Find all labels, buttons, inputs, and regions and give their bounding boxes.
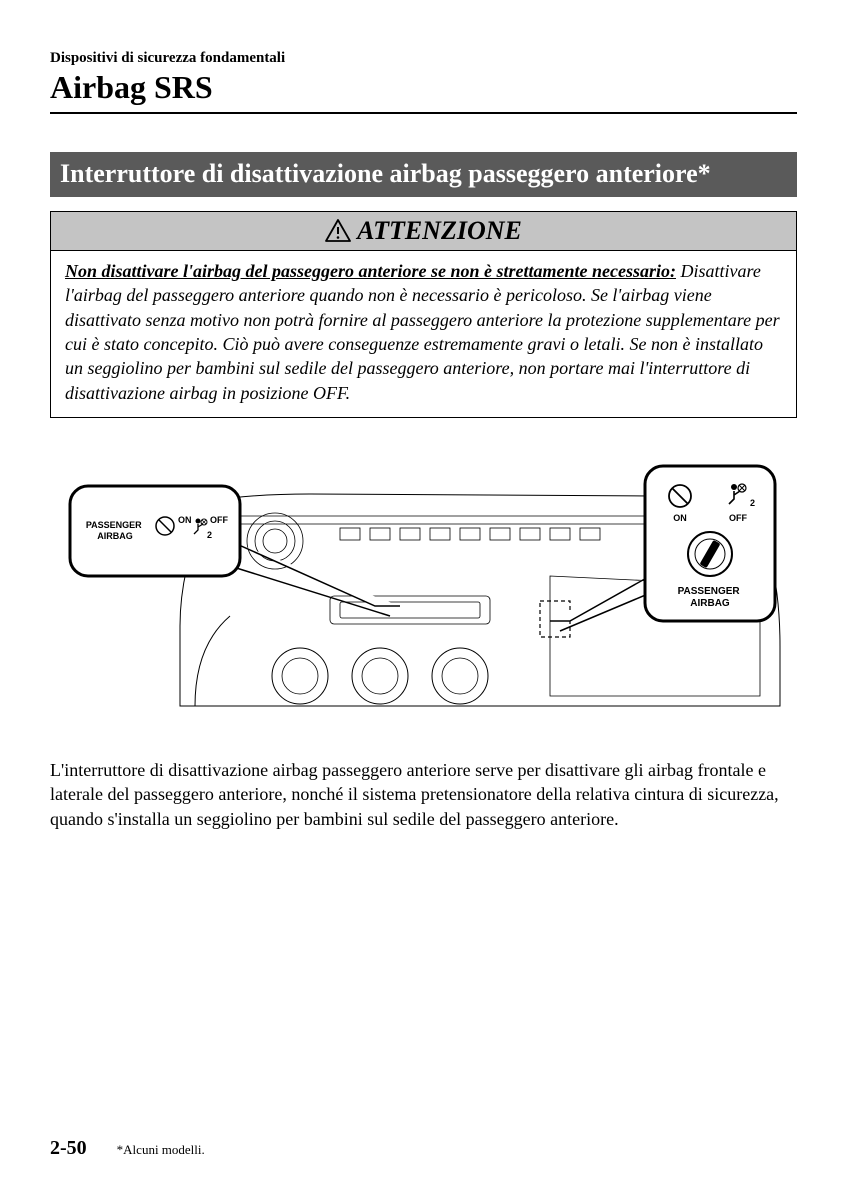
right-on-label: ON bbox=[673, 513, 687, 523]
warning-box: ATTENZIONE Non disattivare l'airbag del … bbox=[50, 211, 797, 418]
warning-triangle-icon bbox=[325, 219, 351, 243]
page-header: Dispositivi di sicurezza fondamentali Ai… bbox=[50, 50, 797, 114]
warning-lead: Non disattivare l'airbag del passeggero … bbox=[65, 261, 676, 281]
left-off-label: OFF bbox=[210, 515, 228, 525]
section-heading-text: Interruttore di disattivazione airbag pa… bbox=[60, 159, 698, 188]
left-off-num: 2 bbox=[207, 530, 212, 540]
dashboard-diagram: PASSENGER AIRBAG ON OFF 2 ON bbox=[50, 446, 797, 746]
page-title: Airbag SRS bbox=[50, 69, 797, 114]
left-on-label: ON bbox=[178, 515, 192, 525]
page-number: 2-50 bbox=[50, 1137, 87, 1160]
right-off-label: OFF bbox=[729, 513, 747, 523]
right-off-num: 2 bbox=[750, 498, 755, 508]
warning-header: ATTENZIONE bbox=[51, 212, 796, 251]
right-callout-label-2: AIRBAG bbox=[690, 598, 730, 609]
section-asterisk: * bbox=[698, 159, 711, 188]
left-callout-label-1: PASSENGER bbox=[86, 520, 142, 530]
section-heading: Interruttore di disattivazione airbag pa… bbox=[50, 152, 797, 197]
body-paragraph: L'interruttore di disattivazione airbag … bbox=[50, 758, 797, 831]
left-callout-label-2: AIRBAG bbox=[97, 531, 133, 541]
warning-body: Non disattivare l'airbag del passeggero … bbox=[51, 251, 796, 417]
warning-body-text: Disattivare l'airbag del passeggero ante… bbox=[65, 261, 780, 402]
breadcrumb: Dispositivi di sicurezza fondamentali bbox=[50, 50, 797, 67]
warning-title: ATTENZIONE bbox=[357, 216, 522, 246]
footnote: *Alcuni modelli. bbox=[117, 1142, 205, 1158]
page-footer: 2-50 *Alcuni modelli. bbox=[50, 1137, 797, 1160]
right-callout-label-1: PASSENGER bbox=[678, 586, 741, 597]
